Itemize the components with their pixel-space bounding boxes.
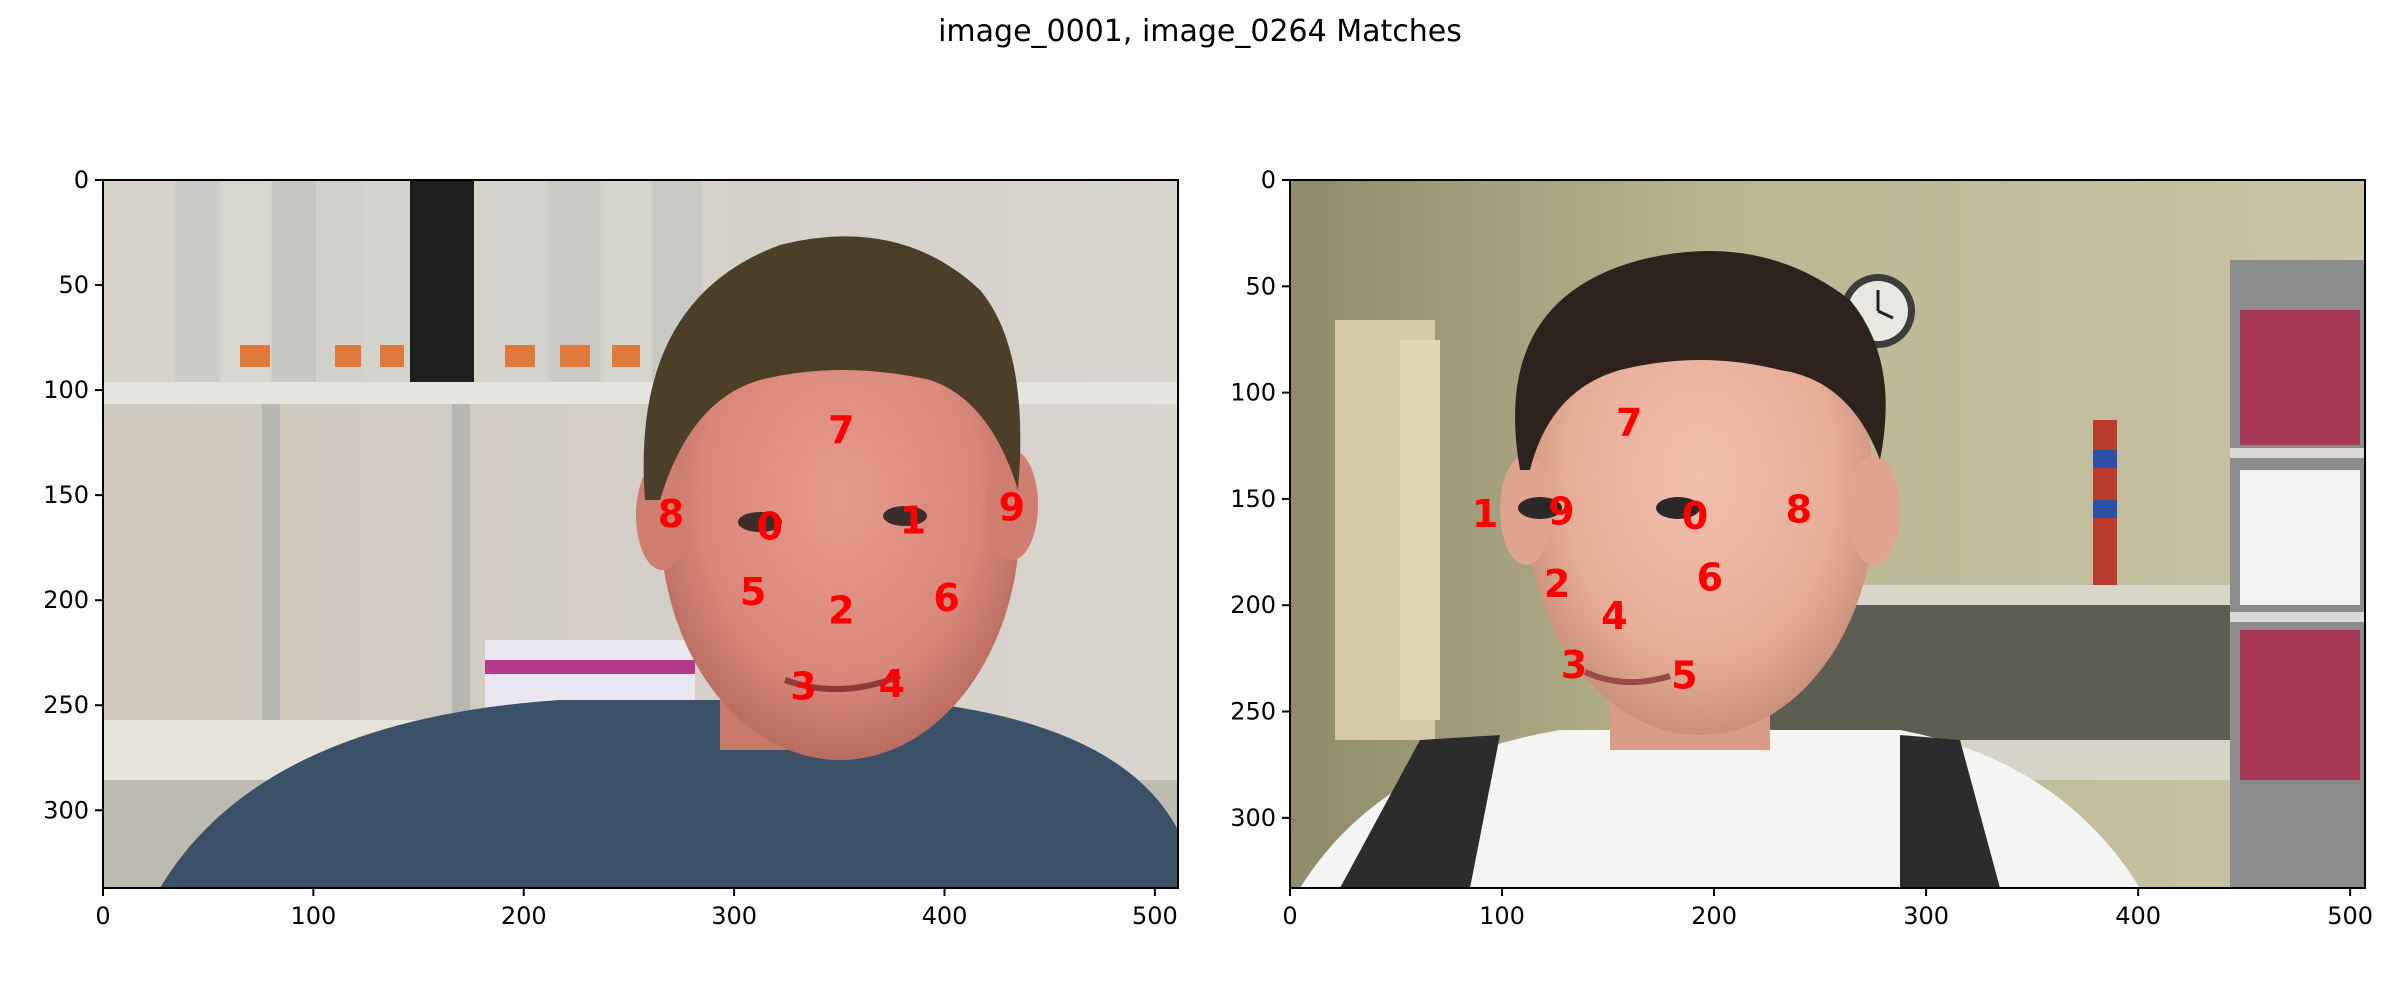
match-point-5-right: 5 [1671, 653, 1697, 697]
x-tick-label-left: 100 [290, 902, 336, 930]
match-point-7-left: 7 [828, 408, 854, 452]
match-point-2-right: 2 [1544, 562, 1570, 606]
match-point-6-right: 6 [1697, 556, 1723, 600]
match-point-7-right: 7 [1616, 400, 1642, 444]
match-point-1-left: 1 [900, 498, 926, 542]
y-tick-label-right: 50 [1245, 272, 1276, 300]
figure-title: image_0001, image_0264 Matches [938, 14, 1462, 49]
x-tick-label-right: 100 [1479, 902, 1525, 930]
y-tick-label-left: 150 [43, 481, 89, 509]
match-point-0-left: 0 [757, 505, 783, 549]
y-tick-label-left: 300 [43, 796, 89, 824]
axes-frame-left [102, 179, 1179, 889]
y-tick-label-left: 100 [43, 376, 89, 404]
x-tick-label-right: 400 [2115, 902, 2161, 930]
x-tick-label-right: 200 [1691, 902, 1737, 930]
y-tick-label-left: 50 [58, 271, 89, 299]
y-tick-label-right: 100 [1230, 379, 1276, 407]
x-tick-label-right: 0 [1282, 902, 1297, 930]
y-tick-label-right: 250 [1230, 698, 1276, 726]
match-point-2-left: 2 [828, 589, 854, 633]
x-tick-label-right: 300 [1903, 902, 1949, 930]
y-tick-label-right: 0 [1261, 166, 1276, 194]
y-tick-label-left: 0 [74, 166, 89, 194]
match-point-9-right: 9 [1548, 490, 1574, 534]
x-tick-label-left: 400 [922, 902, 968, 930]
match-point-3-left: 3 [790, 664, 816, 708]
match-point-6-left: 6 [933, 576, 959, 620]
match-point-3-right: 3 [1561, 643, 1587, 687]
y-tick-label-right: 300 [1230, 804, 1276, 832]
match-point-8-left: 8 [658, 492, 684, 536]
y-tick-label-left: 250 [43, 691, 89, 719]
x-tick-label-right: 500 [2327, 902, 2373, 930]
match-point-0-right: 0 [1682, 494, 1708, 538]
y-tick-label-right: 150 [1230, 485, 1276, 513]
x-tick-label-left: 200 [501, 902, 547, 930]
x-tick-label-left: 500 [1132, 902, 1178, 930]
match-point-8-right: 8 [1786, 488, 1812, 532]
y-tick-label-right: 200 [1230, 591, 1276, 619]
match-point-9-left: 9 [999, 486, 1025, 530]
photo-image-0001 [103, 180, 1178, 888]
match-point-4-left: 4 [879, 662, 905, 706]
match-point-4-right: 4 [1601, 594, 1627, 638]
y-tick-label-left: 200 [43, 586, 89, 614]
x-tick-label-left: 0 [95, 902, 110, 930]
photo-image-0264 [1290, 180, 2365, 888]
axes-frame-right [1289, 179, 2366, 889]
x-tick-label-left: 300 [711, 902, 757, 930]
match-point-1-right: 1 [1472, 492, 1498, 536]
match-point-5-left: 5 [740, 570, 766, 614]
